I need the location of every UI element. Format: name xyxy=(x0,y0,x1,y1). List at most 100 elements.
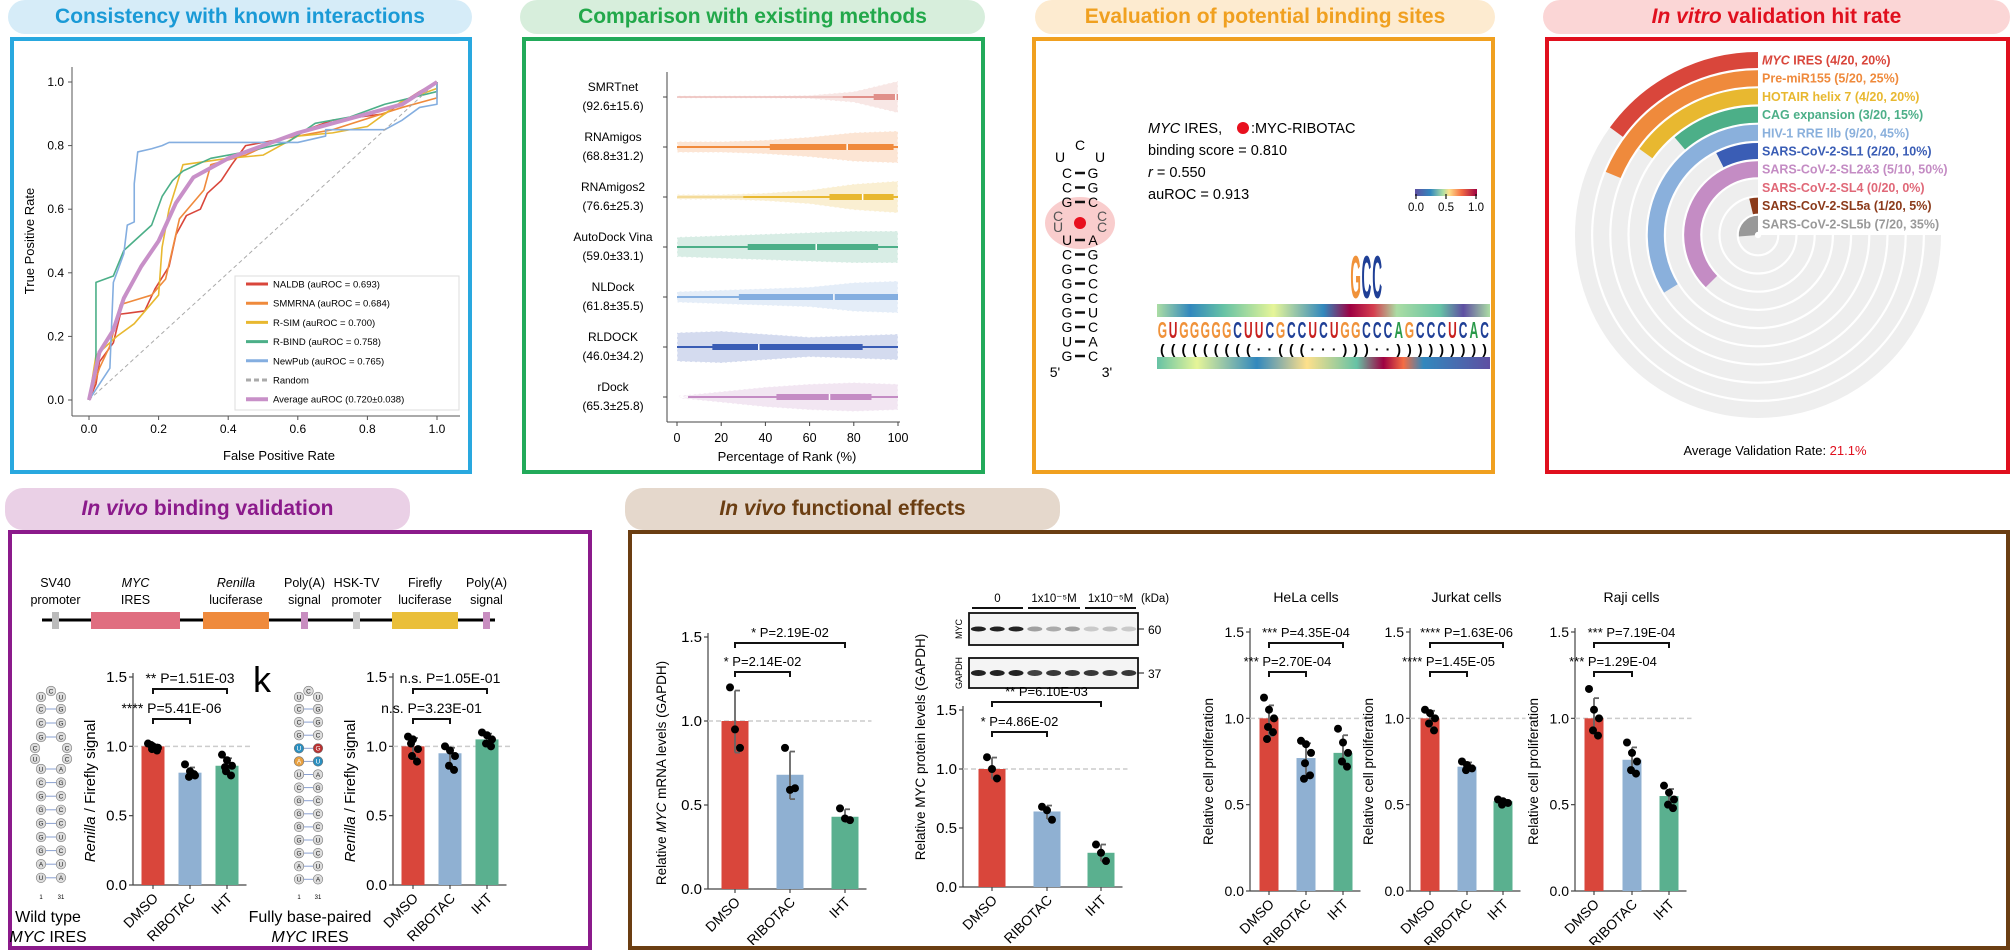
significance-label: * P=2.14E-02 xyxy=(724,654,802,669)
logo-letter: C xyxy=(1362,246,1372,312)
data-point xyxy=(731,725,739,734)
nucleotide: C xyxy=(1062,165,1072,181)
data-point xyxy=(1102,857,1110,866)
target-name: HIV-1 RRE llb xyxy=(1762,126,1842,140)
x-tick-label: 20 xyxy=(714,431,728,445)
nucleotide: C xyxy=(1088,319,1098,335)
radial-bar-label: SARS-CoV-2-SL5a (1/20, 5%) xyxy=(1762,199,1932,213)
data-point xyxy=(450,765,458,774)
blot-band xyxy=(1064,670,1080,676)
radial-track xyxy=(1629,106,1887,364)
bar-ribotac xyxy=(438,753,462,885)
reactivity-strip xyxy=(1157,357,1490,369)
y-tick-label: 0.0 xyxy=(1550,883,1570,899)
nucleotide-circle xyxy=(293,821,305,833)
nucleotide-circle xyxy=(29,753,41,765)
bar-iht xyxy=(831,816,859,889)
nucleotide: U xyxy=(297,772,302,779)
radial-bar-label: HIV-1 RRE llb (9/20, 45%) xyxy=(1762,126,1909,140)
x-tick-label: DMSO xyxy=(959,892,1000,933)
sequence-letter: C xyxy=(1427,317,1436,343)
structure-symbol: ) xyxy=(1364,341,1369,357)
nucleotide: U xyxy=(1055,149,1065,165)
method-name: RNAmigos2 xyxy=(581,180,645,194)
x-tick-label: DMSO xyxy=(702,894,743,935)
nucleotide: G xyxy=(296,798,301,805)
roc-curve-5 xyxy=(88,81,438,401)
y-tick-label: 0.0 xyxy=(47,393,64,407)
x-tick-label: IHT xyxy=(1484,895,1512,923)
caption-rest: IRES xyxy=(307,929,349,945)
data-point xyxy=(227,771,235,780)
legend-label: Random xyxy=(273,376,309,387)
bar-ribotac xyxy=(1033,811,1061,887)
data-point xyxy=(1504,798,1512,807)
blot-band xyxy=(970,670,986,676)
construct-label: signal xyxy=(288,593,321,607)
y-tick-label: 1.5 xyxy=(1225,624,1245,640)
nucleotide: G xyxy=(296,824,301,831)
nucleotide-circle xyxy=(55,717,67,729)
construct-label: Renilla xyxy=(217,576,255,590)
y-axis-title: Renilla / Firefly signal xyxy=(82,720,99,863)
data-point xyxy=(1426,709,1434,718)
kda-marker: 60 xyxy=(1148,623,1162,637)
bar-dmso xyxy=(141,746,165,885)
nucleotide-circle xyxy=(312,782,324,793)
nucleotide-circle xyxy=(55,731,67,743)
panel-header-vivo-functional: In vivo functional effects xyxy=(625,488,1060,530)
y-tick-label: 0.2 xyxy=(47,329,64,343)
significance-bracket xyxy=(1429,642,1504,648)
panel-header-binding-sites: Evaluation of potential binding sites xyxy=(1035,0,1495,34)
construct-element xyxy=(52,612,59,629)
data-point xyxy=(1632,769,1640,778)
nucleotide-circle xyxy=(303,685,314,697)
data-point xyxy=(1270,714,1278,723)
sequence-letter: C xyxy=(1233,317,1242,343)
nucleotide-circle xyxy=(312,769,324,780)
structure-symbol: ) xyxy=(1353,341,1358,357)
data-point xyxy=(726,683,734,692)
data-point xyxy=(983,753,991,762)
structure-symbol: · xyxy=(1332,341,1337,357)
construct-element xyxy=(392,612,458,629)
nucleotide: C xyxy=(1088,348,1098,364)
blot-row-label: MYC xyxy=(954,619,964,640)
nucleotide-circle xyxy=(35,791,47,802)
nucleotide: U xyxy=(33,756,38,763)
y-title-part: mRNA levels (GAPDH) xyxy=(654,661,669,803)
construct-label: Poly(A) xyxy=(284,576,325,590)
nucleotide: C xyxy=(59,807,64,814)
nucleotide: G xyxy=(296,733,301,740)
y-tick-label: 0.4 xyxy=(47,266,64,280)
nucleotide-circle xyxy=(35,691,47,703)
sequence-letter: U xyxy=(1448,317,1457,343)
nucleotide-circle xyxy=(55,777,67,788)
x-tick-label: 1.0 xyxy=(429,422,446,436)
footer-value: 21.1% xyxy=(1830,443,1867,458)
nucleotide-circle xyxy=(312,691,324,703)
sequence-letter: U xyxy=(1330,317,1339,343)
method-stat: (68.8±31.2) xyxy=(582,149,643,163)
nucleotide-circle xyxy=(35,831,47,843)
structure-symbol: ( xyxy=(1246,341,1251,357)
nucleotide-circle xyxy=(312,703,324,715)
nucleotide-circle xyxy=(293,756,305,767)
structure-symbol: ( xyxy=(1289,341,1294,357)
panel-title: Comparison with existing methods xyxy=(578,5,927,28)
structure-symbol: ( xyxy=(1235,341,1240,357)
y-title-italic: Renilla xyxy=(342,816,359,862)
nucleotide: C xyxy=(65,745,70,752)
y-tick-label: 0.5 xyxy=(1385,797,1405,813)
nucleotide: A xyxy=(297,864,302,871)
x-tick-label: 0.6 xyxy=(289,422,306,436)
blot-band xyxy=(1027,670,1043,676)
radial-bar-label: SARS-CoV-2-SL4 (0/20, 0%) xyxy=(1762,181,1925,195)
data-point xyxy=(1670,795,1678,804)
sequence-letter: C xyxy=(1384,317,1393,343)
blot-band xyxy=(989,670,1005,676)
data-point xyxy=(414,745,422,754)
sequence-letter: G xyxy=(1351,317,1360,343)
y-tick-label: 0.8 xyxy=(47,139,64,153)
y-tick-label: 1.5 xyxy=(681,629,702,646)
